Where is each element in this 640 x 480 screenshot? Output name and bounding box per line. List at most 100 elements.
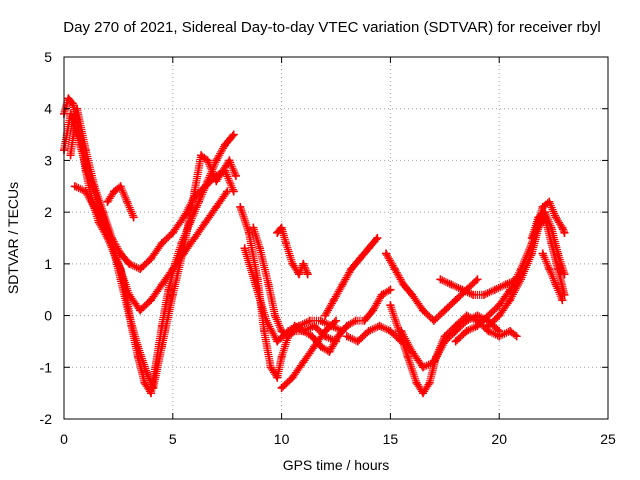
data-point [342, 321, 351, 330]
data-point [310, 342, 319, 351]
data-point [290, 321, 299, 330]
data-point [321, 327, 330, 336]
data-point [168, 265, 177, 274]
data-point [353, 337, 362, 346]
data-point [236, 202, 245, 211]
data-point [179, 213, 188, 222]
data-point [277, 327, 286, 336]
data-point [125, 290, 134, 299]
data-point [244, 228, 253, 237]
data-point [351, 316, 360, 325]
data-point [92, 208, 101, 217]
data-point [136, 306, 145, 315]
data-point [458, 285, 467, 294]
series-markers [66, 104, 238, 274]
data-point [547, 223, 556, 232]
data-point [123, 197, 132, 206]
data-point [295, 270, 304, 279]
data-point [484, 321, 493, 330]
series-13 [381, 249, 482, 325]
data-point [197, 151, 206, 160]
data-point [342, 332, 351, 341]
data-point [147, 254, 156, 263]
data-point [284, 332, 293, 341]
data-point [364, 244, 373, 253]
data-point [373, 234, 382, 242]
data-point [325, 347, 334, 356]
data-point [212, 171, 221, 180]
data-point [273, 228, 282, 237]
y-tick-label: 2 [44, 204, 52, 220]
data-point [495, 327, 504, 336]
data-point [249, 223, 258, 232]
x-tick-label: 15 [383, 431, 399, 447]
data-point [125, 259, 134, 268]
data-point [534, 213, 543, 222]
data-point [316, 316, 325, 325]
data-point [558, 223, 567, 232]
data-point [288, 259, 297, 268]
data-point [201, 182, 210, 191]
data-point [70, 182, 79, 191]
data-point [451, 337, 460, 346]
data-point [506, 296, 515, 305]
data-point [332, 316, 340, 325]
data-point [560, 228, 569, 237]
data-point [462, 316, 471, 325]
data-point [334, 332, 343, 341]
data-point [403, 352, 412, 361]
data-point [179, 249, 188, 258]
data-point [157, 280, 166, 289]
data-point [540, 208, 549, 217]
data-point [157, 239, 166, 248]
data-point [560, 270, 569, 279]
data-point [484, 311, 493, 320]
data-point [281, 239, 290, 248]
data-point [451, 296, 460, 305]
data-point [201, 218, 210, 227]
data-point [382, 249, 391, 258]
y-axis-label: SDTVAR / TECUs [5, 182, 21, 294]
data-point [545, 265, 554, 274]
data-point [103, 197, 112, 206]
data-point [355, 254, 364, 263]
data-point [408, 290, 417, 299]
data-point [203, 156, 212, 165]
data-point [90, 182, 99, 191]
chart-title: Day 270 of 2021, Sidereal Day-to-day VTE… [63, 19, 600, 36]
data-point [147, 296, 156, 305]
data-point [110, 187, 119, 196]
y-tick-labels: -2 -1 0 1 2 3 4 5 [40, 49, 53, 427]
data-point [136, 265, 145, 274]
data-point [277, 223, 286, 232]
series-20 [538, 249, 567, 305]
data-point [429, 316, 438, 325]
series-10 [277, 316, 341, 393]
series-markers [70, 182, 232, 315]
data-point [190, 234, 199, 242]
data-point [538, 249, 547, 258]
data-point [397, 327, 406, 336]
data-point [538, 202, 547, 211]
data-point [262, 316, 271, 325]
data-point [255, 244, 264, 253]
series-9 [273, 223, 312, 279]
data-point [419, 363, 428, 372]
series-15 [397, 311, 504, 372]
data-point [399, 280, 408, 289]
data-point [147, 389, 156, 398]
y-tick-label: 0 [44, 308, 52, 324]
data-point [68, 99, 77, 108]
data-point [81, 187, 90, 196]
data-point [133, 342, 142, 351]
data-point [495, 311, 504, 320]
data-point [386, 285, 395, 294]
data-point [490, 285, 499, 294]
data-point [364, 327, 373, 336]
data-point [277, 352, 286, 361]
data-point [408, 347, 417, 356]
data-point [501, 280, 510, 289]
data-point [164, 285, 173, 294]
data-point [66, 109, 75, 118]
